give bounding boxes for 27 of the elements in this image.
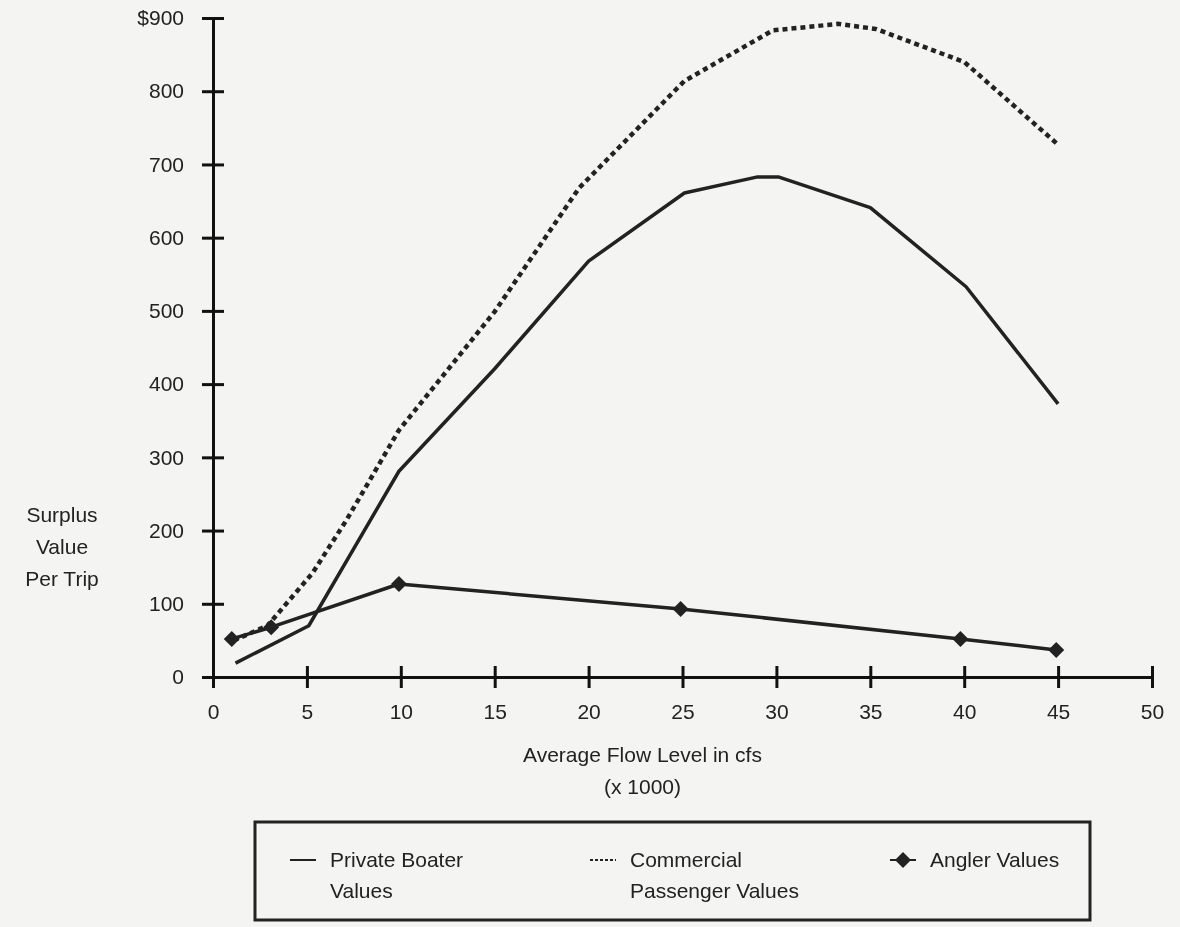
legend-label: Angler Values <box>930 848 1060 871</box>
x-tick-label: 15 <box>483 699 507 723</box>
x-tick-label: 20 <box>577 699 601 723</box>
y-tick-label: 600 <box>148 225 184 249</box>
line-series <box>233 175 1060 665</box>
y-tick-label: 200 <box>148 518 184 542</box>
y-tick-label: 100 <box>148 592 184 615</box>
y-tick-label: 800 <box>148 79 184 103</box>
x-tick-label: 10 <box>389 699 413 723</box>
y-tick-label: 500 <box>148 299 184 323</box>
x-tick-label: 40 <box>953 699 977 723</box>
y-tick-label: 300 <box>148 445 184 469</box>
x-tick-label: 30 <box>765 699 789 723</box>
x-tick-label: 0 <box>207 699 220 723</box>
x-tick-label: 45 <box>1046 699 1071 723</box>
x-tick-label: 50 <box>1140 699 1165 723</box>
legend-label: Commercial Passenger Values <box>630 848 799 902</box>
x-axis-title: Average Flow Level in cfs (x 1000) <box>523 743 762 798</box>
y-axis-title: Surplus Value Per Trip <box>25 503 99 590</box>
y-tick-label: $900 <box>137 6 184 30</box>
legend-label: Private Boater Values <box>330 848 464 902</box>
y-tick-label: 0 <box>172 665 184 689</box>
y-tick-label: 400 <box>148 372 184 396</box>
x-tick-label: 5 <box>301 699 314 723</box>
x-tick-label: 25 <box>671 699 695 723</box>
x-tick-label: 35 <box>859 699 883 723</box>
y-tick-label: 700 <box>148 152 184 176</box>
